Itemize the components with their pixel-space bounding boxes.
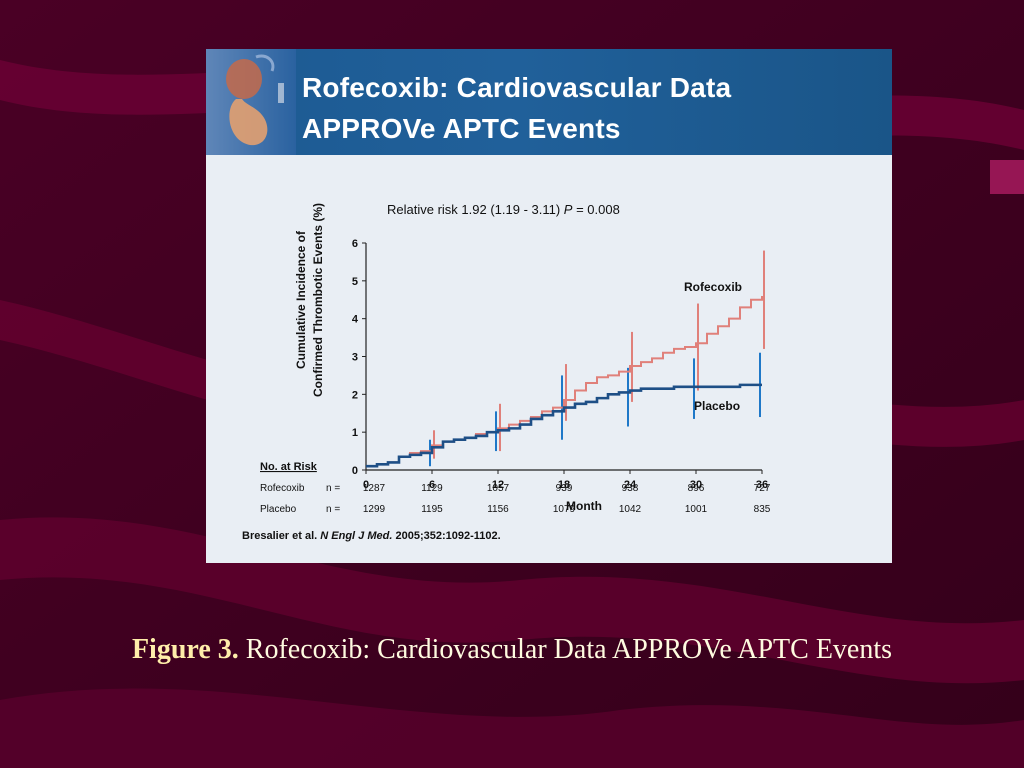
y-axis-label: Cumulative Incidence of Confirmed Thromb…	[294, 203, 325, 397]
legend-placebo: Placebo	[694, 399, 740, 413]
risk-value-placebo: 1042	[619, 504, 642, 515]
risk-table-header: No. at Risk	[260, 461, 318, 473]
risk-value-placebo: 835	[754, 504, 771, 515]
y-tick-label: 0	[352, 465, 358, 477]
x-tick-label: 30	[690, 479, 702, 491]
caption-label: Figure 3.	[131, 634, 239, 665]
y-axis-label-line2: Confirmed Thrombotic Events (%)	[311, 203, 325, 397]
x-tick-label: 12	[492, 479, 504, 491]
citation-journal: N Engl J Med.	[320, 530, 393, 542]
series-line-rofecoxib	[366, 295, 763, 468]
relative-risk-annotation: Relative risk 1.92 (1.19 - 3.11) P = 0.0…	[387, 202, 620, 217]
annotation-suffix: = 0.008	[572, 202, 619, 217]
risk-value-rofecoxib: 727	[754, 483, 771, 494]
risk-value-rofecoxib: 1129	[421, 483, 443, 494]
series-line-placebo	[366, 383, 762, 468]
risk-value-rofecoxib: 896	[688, 483, 705, 494]
risk-value-placebo: 1156	[487, 504, 509, 515]
y-tick-label: 4	[352, 314, 359, 326]
x-tick-label: 6	[429, 479, 435, 491]
citation-authors: Bresalier et al.	[242, 530, 318, 542]
x-tick-label: 18	[558, 479, 570, 491]
series-lines	[366, 295, 763, 468]
chart-slide: Rofecoxib: Cardiovascular Data APPROVe A…	[206, 49, 892, 563]
risk-value-placebo: 1001	[685, 504, 708, 515]
y-tick-label: 1	[352, 427, 358, 439]
figure-caption: Figure 3. Rofecoxib: Cardiovascular Data…	[0, 634, 1024, 666]
risk-row-label-rofecoxib: Rofecoxib	[260, 483, 305, 494]
heart-stomach-logo	[206, 49, 296, 155]
citation-rest: 2005;352:1092-1102.	[395, 530, 501, 542]
x-tick-label: 36	[756, 479, 768, 491]
legend-rofecoxib: Rofecoxib	[684, 280, 742, 294]
risk-value-rofecoxib: 1287	[363, 483, 386, 494]
x-axis-label: Month	[566, 499, 602, 513]
risk-value-placebo: 1195	[421, 504, 443, 515]
y-axis-label-line1: Cumulative Incidence of	[294, 230, 308, 369]
risk-table: No. at Risk Rofecoxib n = Placebo n = 12…	[260, 461, 771, 515]
risk-value-rofecoxib: 939	[556, 483, 573, 494]
x-tick-label: 24	[624, 479, 637, 491]
risk-row-n-placebo: n =	[326, 504, 340, 515]
y-tick-label: 6	[352, 238, 358, 250]
annotation-p: P	[564, 202, 573, 217]
risk-value-placebo: 1299	[363, 504, 386, 515]
risk-value-rofecoxib: 1057	[487, 483, 510, 494]
title-banner: Rofecoxib: Cardiovascular Data APPROVe A…	[206, 49, 892, 155]
citation: Bresalier et al. N Engl J Med. 2005;352:…	[242, 530, 501, 542]
y-tick-label: 5	[352, 276, 358, 288]
caption-text: Rofecoxib: Cardiovascular Data APPROVe A…	[245, 634, 893, 665]
risk-row-label-placebo: Placebo	[260, 504, 297, 515]
risk-value-placebo: 1079	[553, 504, 576, 515]
slide-title-line2: APPROVe APTC Events	[302, 113, 621, 144]
y-tick-label: 3	[352, 352, 358, 364]
y-tick-label: 2	[352, 389, 358, 401]
x-tick-label: 0	[363, 479, 369, 491]
risk-row-n-rofecoxib: n =	[326, 483, 340, 494]
slide-title-line1: Rofecoxib: Cardiovascular Data	[302, 72, 732, 103]
annotation-prefix: Relative risk 1.92 (1.19 - 3.11)	[387, 202, 560, 217]
risk-value-rofecoxib: 938	[622, 483, 639, 494]
